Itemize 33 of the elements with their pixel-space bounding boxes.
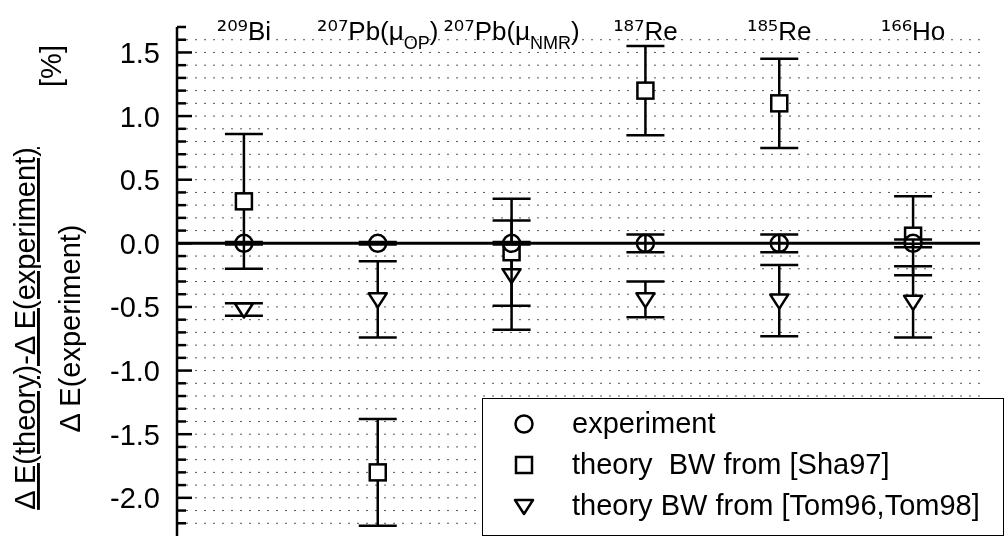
point: [234, 192, 254, 211]
point: [501, 233, 522, 254]
point: [769, 293, 790, 310]
point: [635, 292, 656, 309]
point: [636, 81, 655, 100]
x-tick-label: ²⁰⁷Pb(μ$_{NMR}$): [443, 16, 580, 54]
legend-label: experiment: [572, 406, 716, 441]
x-tick-label: ¹⁸⁷Re: [613, 16, 678, 46]
point: [770, 94, 789, 113]
point: [635, 233, 656, 254]
x-tick-label: ²⁰⁹Bi: [216, 16, 272, 46]
x-tick-label: ¹⁸⁵Re: [746, 16, 812, 46]
point: [368, 233, 388, 254]
point: [903, 233, 923, 254]
point: [769, 233, 789, 254]
legend-label: theory BW from [Sha97]: [572, 447, 890, 482]
y-tick-label: -1.0: [110, 355, 160, 388]
y-tick-label: 0.0: [119, 227, 160, 260]
y-tick-label: 1.0: [119, 100, 160, 133]
text: Δ E(theory)-Δ E(experiment) Δ E(experiment) [%]: [9, 45, 86, 510]
y-tick-label: -1.5: [110, 418, 160, 451]
y-tick-label: -0.5: [110, 291, 160, 324]
point: [234, 233, 254, 254]
point: [368, 463, 387, 482]
x-tick-label: ¹⁶⁶Ho: [880, 16, 946, 46]
y-tick-label: 1.5: [119, 36, 160, 69]
point: [902, 294, 924, 312]
x-tick-label: ²⁰⁷Pb(μ$_{OP}$): [317, 16, 439, 54]
y-tick-label: 0.5: [119, 164, 160, 197]
point: [233, 302, 255, 319]
point: [367, 292, 388, 309]
y-tick-label: -2.0: [110, 482, 160, 515]
legend-label: theory BW from [Tom96,Tom98]: [572, 488, 980, 523]
